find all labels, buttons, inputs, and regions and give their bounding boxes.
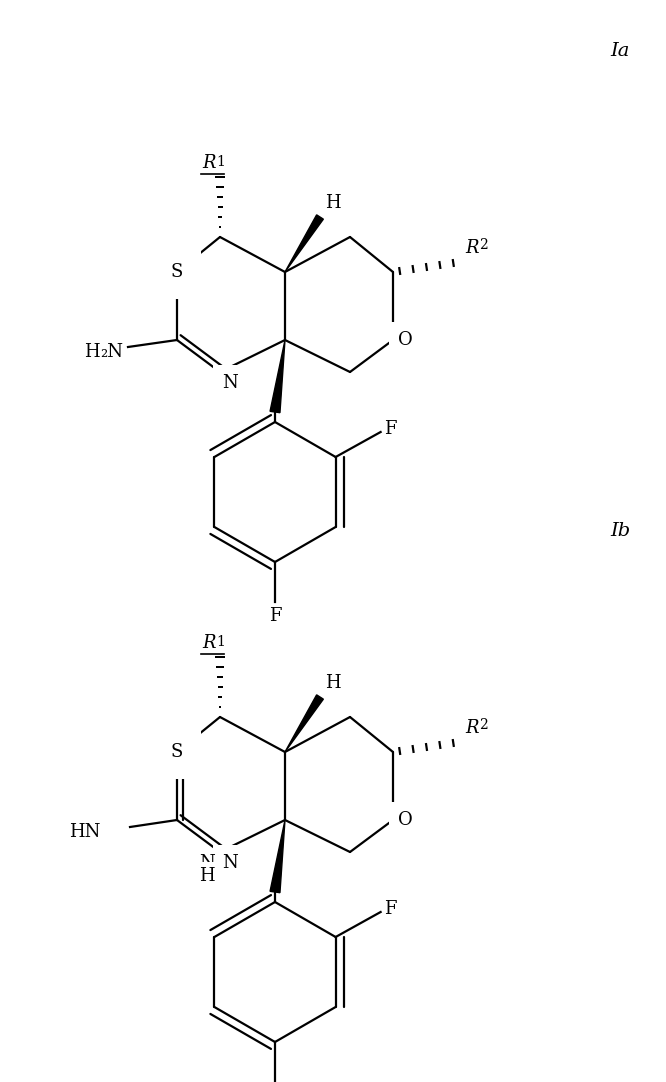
Text: Ia: Ia [610,42,629,60]
Text: N: N [222,854,238,872]
Text: 2: 2 [479,238,488,252]
Text: 1: 1 [216,155,225,169]
Text: O: O [398,812,413,829]
Text: H: H [199,867,215,885]
Polygon shape [285,695,324,752]
Text: H: H [325,194,340,212]
Text: S: S [170,743,183,761]
Text: R: R [465,720,478,737]
Text: H: H [85,343,100,361]
Text: N: N [199,854,215,872]
Text: 2: 2 [479,718,488,733]
Text: S: S [170,263,183,281]
Text: R: R [465,239,478,258]
Text: Ib: Ib [610,522,630,540]
Text: O: O [398,331,413,349]
Text: F: F [384,420,396,438]
Polygon shape [285,215,324,272]
Text: H: H [325,674,340,692]
Text: 1: 1 [216,635,225,649]
Polygon shape [270,340,285,412]
Text: F: F [269,607,281,625]
Text: R: R [202,154,216,172]
Text: R: R [202,634,216,652]
Text: F: F [384,900,396,918]
Text: HN: HN [69,823,100,841]
Text: ₂N: ₂N [100,343,123,361]
Polygon shape [270,820,285,893]
Text: N: N [222,374,238,392]
